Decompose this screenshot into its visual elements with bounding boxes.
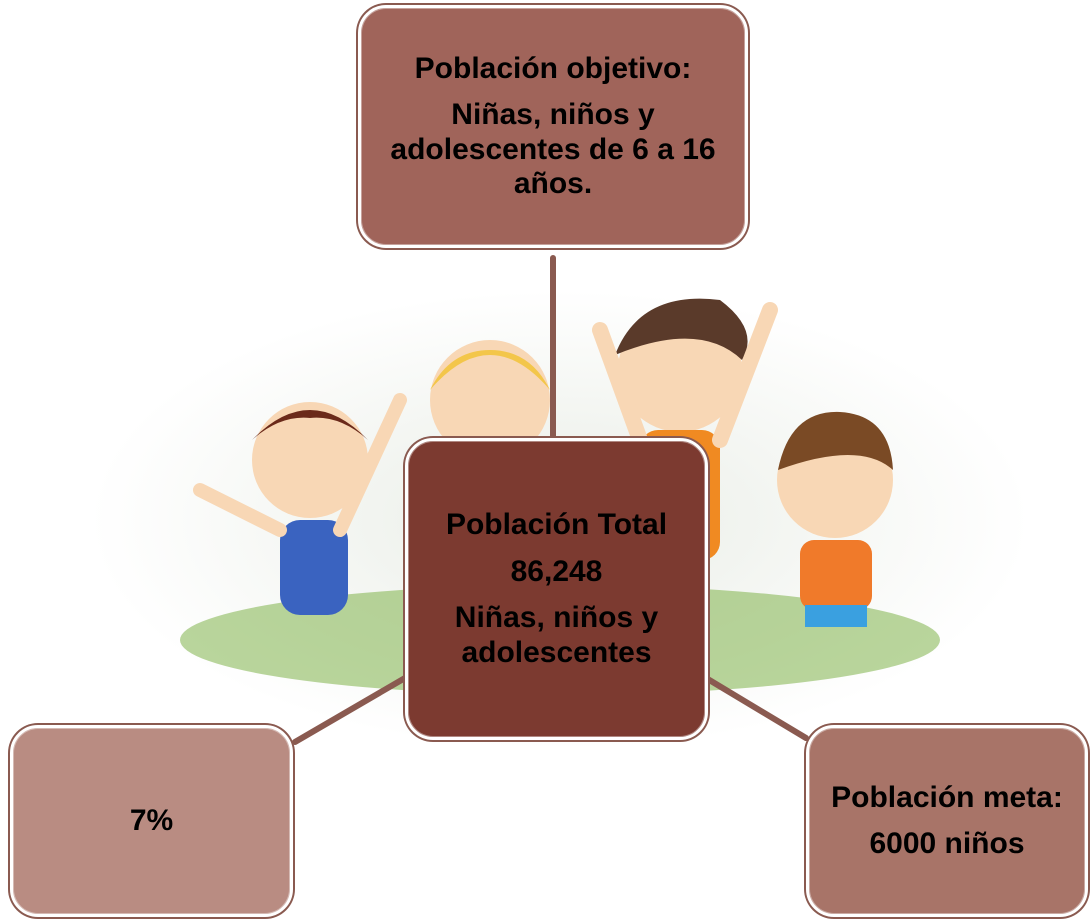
node-text: Población objetivo: bbox=[415, 52, 692, 87]
node-box: Población objetivo: Niñas, niños y adole… bbox=[358, 5, 748, 248]
node-text: 7% bbox=[130, 804, 173, 839]
node-text: Población Total bbox=[446, 508, 667, 543]
node-text: Niñas, niños y adolescentes de 6 a 16 añ… bbox=[383, 98, 723, 202]
node-box: 7% bbox=[10, 725, 293, 917]
node-text: Población meta: bbox=[831, 781, 1063, 816]
node-text: 86,248 bbox=[511, 555, 603, 590]
page: Población objetivo: Niñas, niños y adole… bbox=[0, 0, 1090, 919]
node-box: Población Total 86,248 Niñas, niños y ad… bbox=[405, 438, 708, 740]
node-box: Población meta: 6000 niños bbox=[806, 725, 1088, 917]
node-text: 6000 niños bbox=[869, 827, 1024, 862]
node-text: Niñas, niños y adolescentes bbox=[422, 601, 691, 670]
